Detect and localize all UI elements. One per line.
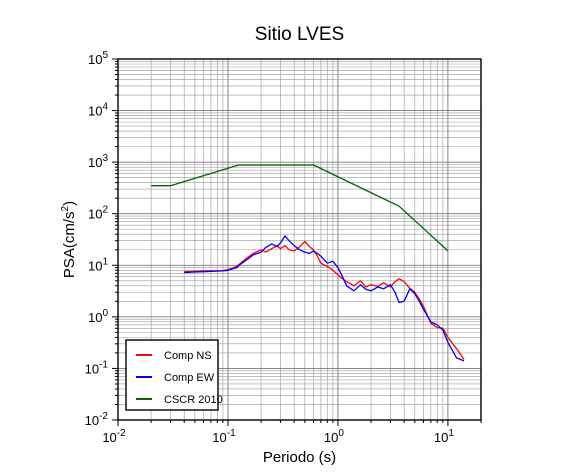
y-tick-label: 102 [88,205,108,222]
grid-layer [117,58,482,421]
x-axis-title: Periodo (s) [263,449,336,466]
y-tick-label: 105 [88,50,108,67]
x-tick-label: 10-1 [212,428,236,445]
series-line-comp-ew [184,235,465,362]
y-tick-label: 100 [88,308,108,325]
y-tick-label: 101 [88,256,108,273]
legend-label: Comp NS [164,350,212,362]
plot-frame [117,58,482,421]
x-tick-label: 10-2 [102,428,126,445]
y-tick-label: 10-2 [85,411,109,428]
y-tick-label: 103 [88,153,108,170]
series-layer [151,164,465,362]
chart-title: Sitio LVES [255,24,344,45]
legend-label: CSCR 2010 [164,394,223,406]
y-axis-title: PSA(cm/s2) [60,201,78,278]
tick-layer: 10-2 10-1 100 101 10-2 10-1 100 101 102 103 104 105 [85,50,482,445]
legend-label: Comp EW [164,372,215,384]
series-line-comp-ns [184,240,465,360]
legend-items: Comp NS Comp EW CSCR 2010 [136,350,223,406]
x-tick-label: 101 [434,428,454,445]
legend: Comp NS Comp EW CSCR 2010 [125,339,223,411]
y-tick-label: 104 [88,102,108,119]
series-line-cscr-2010 [151,164,449,252]
x-tick-label: 100 [324,428,344,445]
y-tick-label: 10-1 [85,359,109,376]
